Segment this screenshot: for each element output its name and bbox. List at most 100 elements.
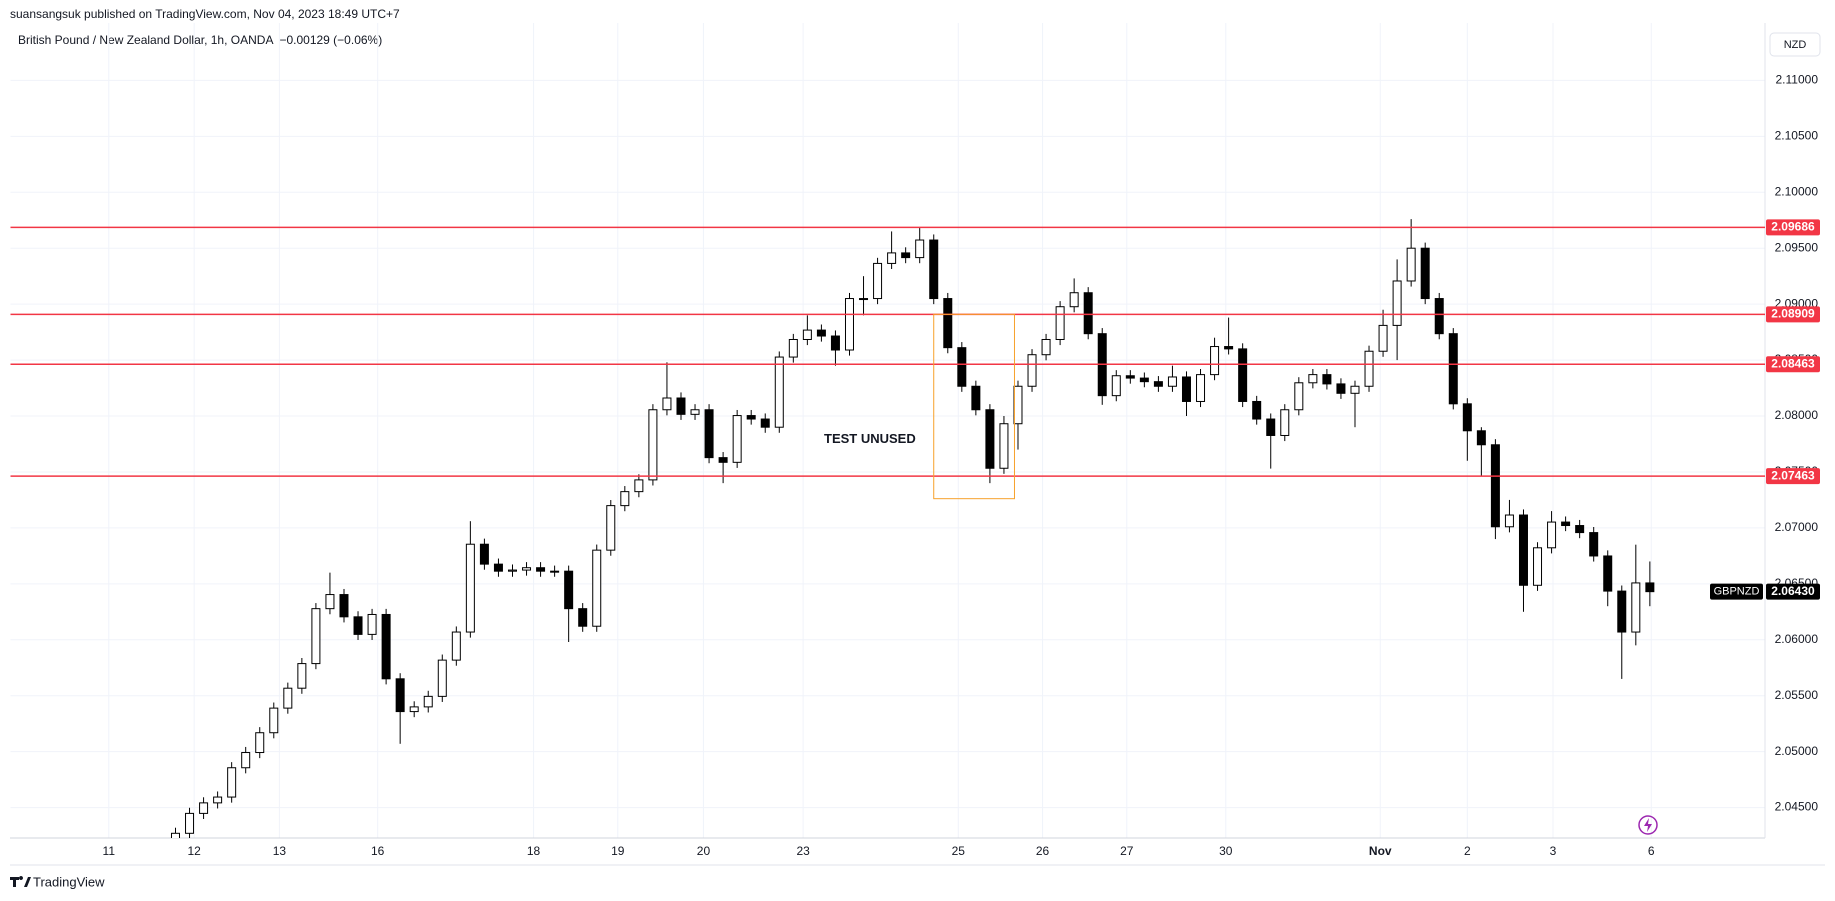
candle-body bbox=[606, 505, 616, 551]
x-tick-label: Nov bbox=[1369, 844, 1392, 858]
candle-body bbox=[873, 262, 883, 300]
candle-body bbox=[1490, 444, 1500, 528]
lightning-bolt bbox=[1644, 818, 1652, 832]
candle-body bbox=[1561, 521, 1571, 527]
level-label: 2.08909 bbox=[1771, 306, 1815, 320]
candle-body bbox=[957, 347, 967, 387]
candle-body bbox=[915, 239, 925, 259]
candle-body bbox=[620, 491, 630, 507]
symbol-title: British Pound / New Zealand Dollar, 1h, … bbox=[18, 33, 382, 47]
publisher: suansangsuk published on TradingView.com… bbox=[10, 7, 400, 21]
logo-text: TradingView bbox=[33, 874, 105, 889]
candle-body bbox=[213, 796, 223, 804]
candle-body bbox=[185, 812, 195, 834]
candle-body bbox=[662, 397, 672, 411]
symbol-badge: GBPNZD bbox=[1714, 586, 1760, 598]
candle-body bbox=[901, 252, 911, 259]
candle-body bbox=[437, 659, 447, 697]
candle-body bbox=[1181, 376, 1191, 402]
candle-body bbox=[1364, 350, 1374, 387]
candle-body bbox=[1041, 338, 1051, 356]
x-tick-label: 18 bbox=[527, 844, 541, 858]
candle-body bbox=[802, 329, 812, 340]
candle-body bbox=[479, 543, 489, 565]
candle-body bbox=[690, 409, 700, 415]
candle-body bbox=[788, 338, 798, 358]
candle-body bbox=[1378, 324, 1388, 352]
candle-body bbox=[550, 570, 560, 573]
currency[interactable]: NZD bbox=[1784, 39, 1807, 51]
candle-body bbox=[929, 239, 939, 300]
candle-body bbox=[1420, 247, 1430, 300]
candle-body bbox=[1547, 521, 1557, 549]
grid bbox=[10, 23, 1765, 838]
candle-body bbox=[1603, 555, 1613, 592]
y-tick-label: 2.09500 bbox=[1775, 240, 1819, 254]
candle-body bbox=[283, 687, 293, 709]
candle-body bbox=[241, 752, 251, 769]
candle-body bbox=[844, 298, 854, 351]
candle-body bbox=[1013, 385, 1023, 425]
last-price-bg bbox=[1766, 583, 1820, 600]
x-tick-label: 26 bbox=[1036, 844, 1050, 858]
x-tick-label: 3 bbox=[1550, 844, 1557, 858]
x-tick-label: 11 bbox=[103, 844, 116, 858]
candle-body bbox=[648, 409, 658, 481]
y-tick-label: 2.05500 bbox=[1775, 688, 1819, 702]
currency-button[interactable] bbox=[1769, 32, 1821, 57]
candle-body bbox=[704, 409, 714, 459]
candle-body bbox=[746, 415, 756, 420]
candle-body bbox=[325, 594, 335, 610]
candle-body bbox=[732, 415, 742, 463]
y-tick-label: 2.05000 bbox=[1775, 744, 1819, 758]
candle-body bbox=[339, 594, 349, 618]
candle-body bbox=[1645, 582, 1655, 593]
candle-body bbox=[564, 570, 574, 610]
candle-body bbox=[971, 385, 981, 411]
candle-body bbox=[1575, 525, 1585, 534]
candle-body bbox=[1476, 430, 1486, 446]
candle-body bbox=[830, 335, 840, 351]
candle-body bbox=[507, 569, 517, 572]
candle-body bbox=[999, 423, 1009, 469]
candle-body bbox=[943, 298, 953, 349]
candle-body bbox=[578, 608, 588, 627]
candle-body bbox=[1448, 333, 1458, 405]
lightning-icon[interactable] bbox=[1638, 815, 1658, 835]
candle-body bbox=[1406, 247, 1416, 282]
candle-body bbox=[1266, 418, 1276, 436]
level-label-bg bbox=[1766, 468, 1820, 485]
candle-body bbox=[1589, 532, 1599, 557]
candle-body bbox=[1336, 383, 1346, 394]
candle-body bbox=[1308, 374, 1318, 384]
candle-body bbox=[1069, 292, 1079, 308]
candle-body bbox=[493, 563, 503, 572]
y-tick-label: 2.04500 bbox=[1775, 800, 1819, 814]
candle-body bbox=[395, 678, 405, 713]
candle-body bbox=[297, 663, 307, 689]
x-tick-label: 19 bbox=[611, 844, 625, 858]
candle-body bbox=[353, 616, 363, 635]
level-label: 2.07463 bbox=[1771, 468, 1815, 482]
candle-body bbox=[1322, 374, 1332, 385]
candle-body bbox=[1504, 514, 1514, 528]
candle-body bbox=[1462, 403, 1472, 432]
candle-body bbox=[311, 608, 321, 665]
candle-body bbox=[1392, 280, 1402, 326]
candle-body bbox=[255, 732, 265, 754]
candle-body bbox=[1196, 374, 1206, 402]
x-tick-label: 30 bbox=[1219, 844, 1233, 858]
candle-body bbox=[774, 356, 784, 428]
last-price: 2.06430 bbox=[1771, 584, 1815, 598]
candle-body bbox=[1153, 381, 1163, 387]
candle-body bbox=[367, 613, 377, 635]
x-tick-label: 6 bbox=[1648, 844, 1655, 858]
candle-body bbox=[1533, 547, 1543, 586]
candle-body bbox=[465, 543, 475, 633]
x-tick-label: 27 bbox=[1120, 844, 1134, 858]
x-tick-label: 13 bbox=[273, 844, 287, 858]
level-label: 2.08463 bbox=[1771, 356, 1815, 370]
candle-body bbox=[676, 397, 686, 415]
candle-body bbox=[1294, 382, 1304, 411]
